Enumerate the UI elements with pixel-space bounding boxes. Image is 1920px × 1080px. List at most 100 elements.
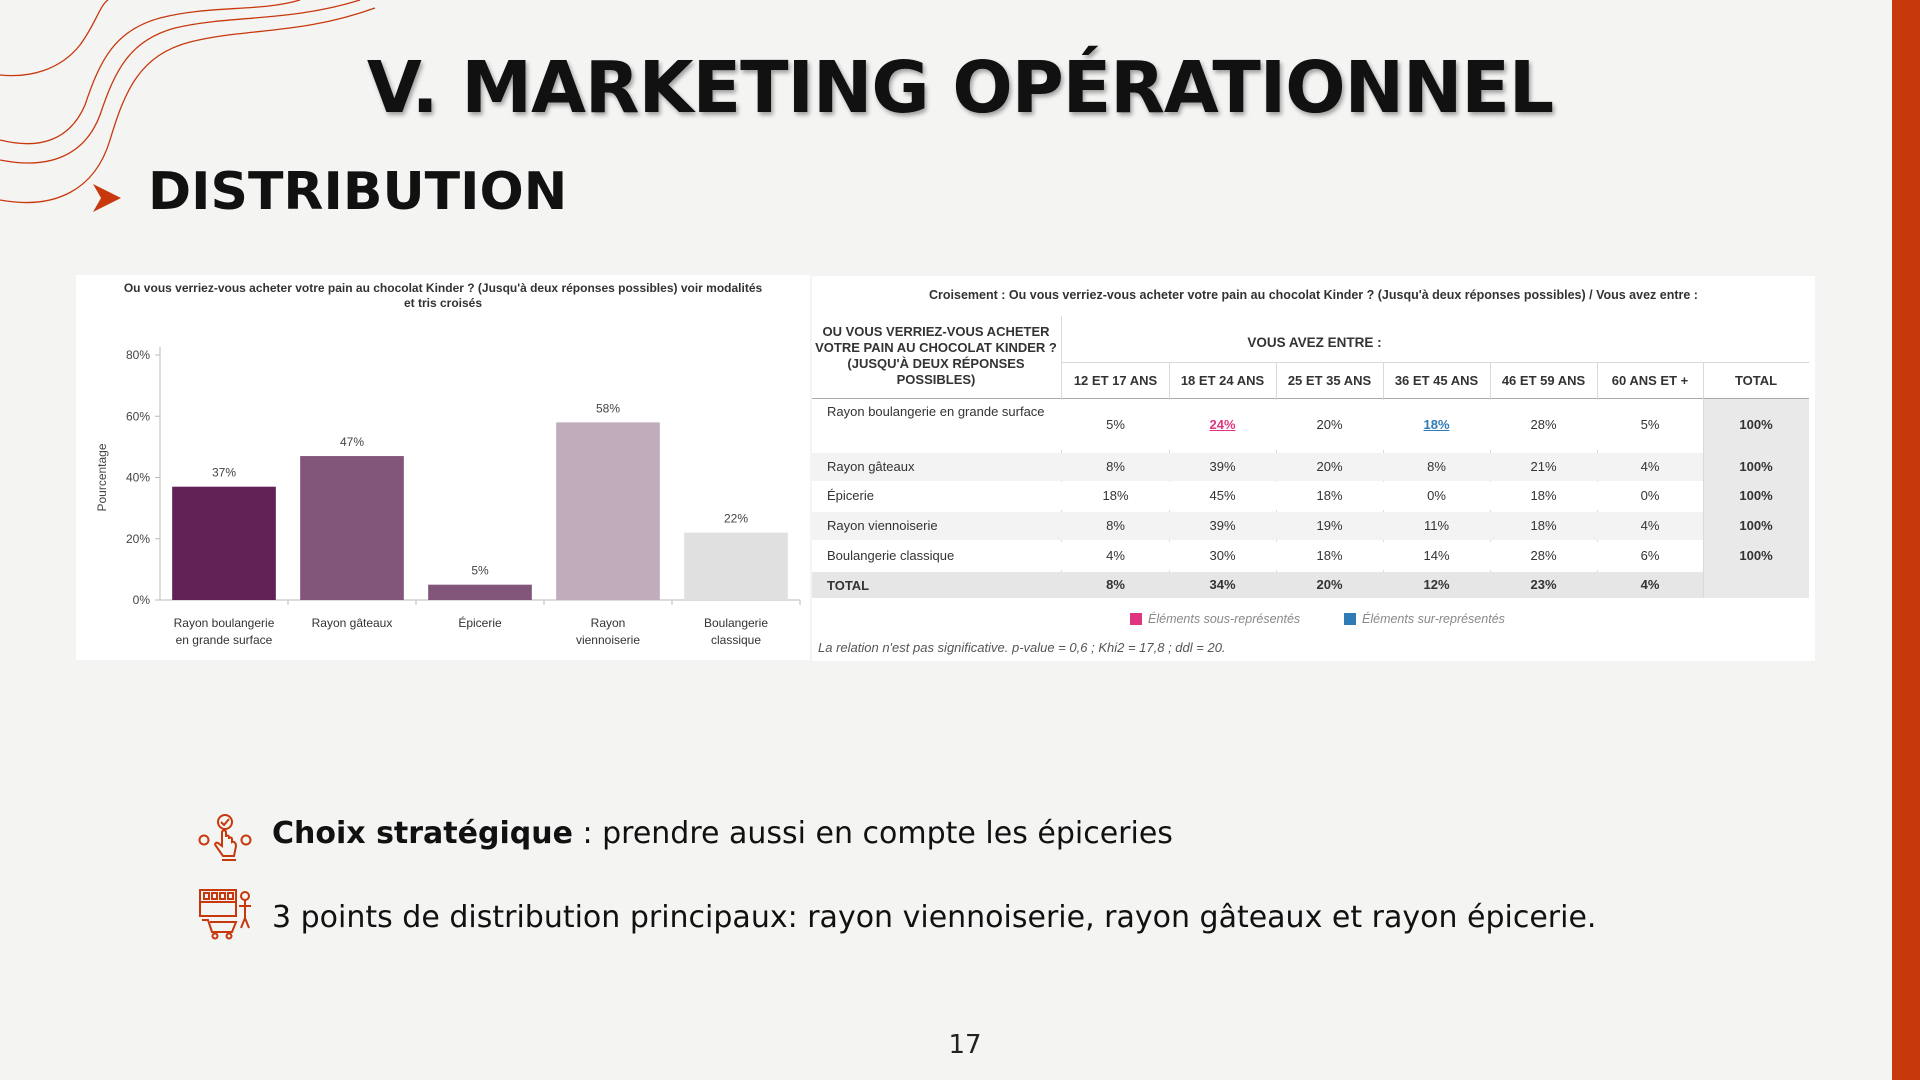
column-header: 25 ET 35 ANS — [1287, 373, 1372, 388]
arrow-right-icon — [93, 184, 121, 212]
bar-value-label: 47% — [340, 435, 364, 449]
table-row-label: Rayon boulangerie en grande surface — [827, 404, 1045, 419]
bar-chart-panel: Ou vous verriez-vous acheter votre pain … — [76, 275, 810, 660]
table-cell: 39% — [1209, 459, 1236, 474]
crosstab-table-panel: Croisement : Ou vous verriez-vous achete… — [812, 276, 1815, 661]
header-bottom-line — [812, 398, 1809, 399]
bar-chart: Ou vous verriez-vous acheter votre pain … — [95, 281, 801, 647]
header-divider — [1062, 362, 1809, 363]
table-row-label: Rayon gâteaux — [827, 459, 915, 474]
table-cell: 39% — [1209, 518, 1236, 533]
total-column-shade — [1703, 398, 1809, 598]
table-cell: 6% — [1640, 548, 1660, 563]
section-title: DISTRIBUTION — [148, 162, 568, 222]
column-divider — [1703, 362, 1704, 598]
page-number: 17 — [948, 1030, 982, 1060]
table-cell: 34% — [1209, 577, 1236, 592]
table-cell: 100% — [1739, 417, 1773, 432]
table-row-label: Rayon viennoiserie — [827, 518, 938, 533]
table-cell: 18% — [1530, 488, 1557, 503]
table-cell: 18% — [1316, 488, 1343, 503]
table-cell: 28% — [1530, 417, 1557, 432]
table-cell: 0% — [1640, 488, 1660, 503]
table-row-bg — [812, 512, 1703, 540]
shopping-cart-shelf-icon — [199, 889, 251, 940]
y-tick-label: 20% — [126, 532, 150, 546]
table-cell: 5% — [1106, 417, 1125, 432]
table-cell: 4% — [1640, 518, 1660, 533]
table-cell-under-represented: 24% — [1209, 417, 1236, 432]
decorative-curves — [0, 0, 376, 204]
column-header: 46 ET 59 ANS — [1501, 373, 1586, 388]
x-tick-label: Boulangerie classique — [704, 616, 768, 647]
table-cell: 18% — [1316, 548, 1343, 563]
table-column-group: VOUS AVEZ ENTRE : — [1247, 335, 1382, 350]
table-cell: 100% — [1739, 459, 1773, 474]
table-row-bg — [812, 400, 1703, 450]
y-tick-label: 40% — [126, 471, 150, 485]
bar — [428, 584, 532, 600]
table-footnote: La relation n'est pas significative. p-v… — [818, 640, 1226, 655]
table-row-label: Boulangerie classique — [827, 548, 955, 563]
legend-under-label: Éléments sous-représentés — [1148, 612, 1301, 626]
table-cell: 20% — [1316, 417, 1343, 432]
table-cell: 14% — [1423, 548, 1450, 563]
y-axis-label: Pourcentage — [95, 443, 109, 511]
chart-title: Ou vous verriez-vous acheter votre pain … — [124, 281, 763, 310]
table-cell: 4% — [1106, 548, 1125, 563]
table-row-bg — [812, 542, 1703, 570]
table-cell: 45% — [1209, 488, 1236, 503]
x-tick-label: Épicerie — [458, 615, 502, 630]
table-cell-over-represented: 18% — [1423, 417, 1450, 432]
column-header: 60 ANS ET + — [1611, 373, 1689, 388]
column-header: TOTAL — [1734, 373, 1778, 388]
bullet-2-text: 3 points de distribution principaux: ray… — [272, 900, 1597, 935]
column-header: 36 ET 45 ANS — [1394, 373, 1479, 388]
table-cell: 5% — [1640, 417, 1660, 432]
hand-choice-icon — [198, 814, 252, 861]
table-row-label: Épicerie — [827, 488, 874, 503]
x-tick-label: Rayon viennoiserie — [576, 616, 640, 647]
column-header: 18 ET 24 ANS — [1180, 373, 1265, 388]
table-cell: 100% — [1739, 548, 1773, 563]
table-cell: 30% — [1209, 548, 1236, 563]
bar-value-label: 58% — [596, 401, 620, 415]
table-cell: 12% — [1423, 577, 1450, 592]
y-tick-label: 0% — [133, 593, 151, 607]
legend-under-swatch — [1130, 613, 1142, 625]
table-cell: 20% — [1316, 577, 1343, 592]
table-cell: 23% — [1530, 577, 1557, 592]
table-cell: 8% — [1106, 459, 1125, 474]
table-title: Croisement : Ou vous verriez-vous achete… — [929, 288, 1698, 302]
bullet-1-text: : prendre aussi en compte les épiceries — [572, 816, 1173, 851]
table-cell: 20% — [1316, 459, 1343, 474]
slide-title: V. MARKETING OPÉRATIONNEL — [366, 46, 1554, 129]
bullet-1: Choix stratégique : prendre aussi en com… — [272, 816, 1173, 851]
bar — [172, 486, 276, 600]
table-cell: 8% — [1106, 518, 1125, 533]
bar-value-label: 22% — [724, 512, 748, 526]
x-tick-label: Rayon gâteaux — [312, 616, 393, 630]
table-cell: 0% — [1427, 488, 1446, 503]
bar-value-label: 37% — [212, 466, 236, 480]
bullet-2: 3 points de distribution principaux: ray… — [272, 900, 1596, 935]
legend-over-swatch — [1344, 613, 1356, 625]
table-cell: 18% — [1530, 518, 1557, 533]
table-row-bg — [812, 482, 1703, 510]
table-total-label: TOTAL — [827, 578, 870, 593]
table-row-bg — [812, 453, 1703, 481]
table-cell: 28% — [1530, 548, 1557, 563]
table-cell: 100% — [1739, 518, 1773, 533]
table-cell: 21% — [1530, 459, 1557, 474]
table-cell: 19% — [1316, 518, 1343, 533]
legend-over-label: Éléments sur-représentés — [1362, 612, 1505, 626]
bar-value-label: 5% — [471, 564, 489, 578]
table-cell: 8% — [1427, 459, 1446, 474]
x-tick-label: Rayon boulangerie en grande surface — [174, 616, 275, 647]
accent-side-bar — [1892, 0, 1920, 1080]
table-cell: 18% — [1102, 488, 1129, 503]
column-header: 12 ET 17 ANS — [1073, 373, 1158, 388]
bar — [556, 422, 660, 600]
table-cell: 4% — [1640, 459, 1660, 474]
table-cell: 4% — [1640, 577, 1660, 592]
